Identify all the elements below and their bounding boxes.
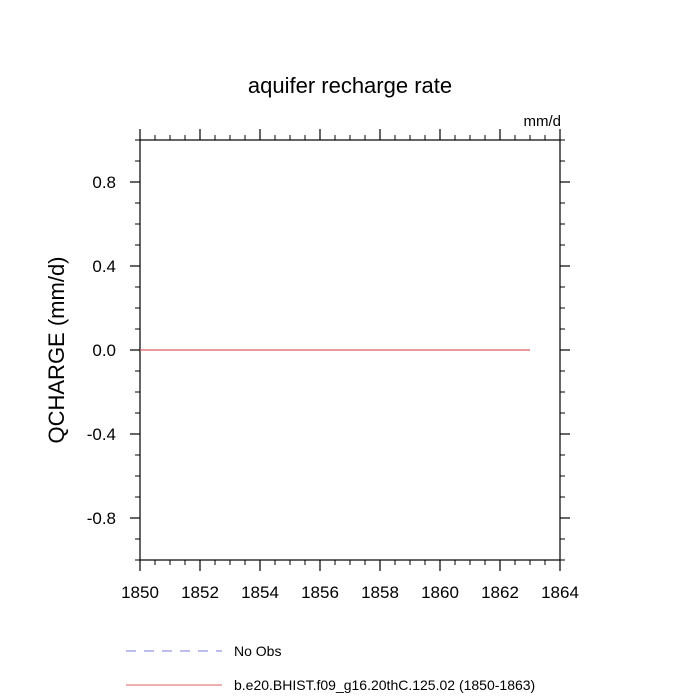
x-tick-label: 1854 [241, 583, 279, 602]
x-tick-label: 1856 [301, 583, 339, 602]
x-tick-label: 1864 [541, 583, 579, 602]
legend-label-no-obs: No Obs [234, 643, 281, 659]
x-tick-label: 1862 [481, 583, 519, 602]
y-ticks: 0.8 0.4 0.0 -0.4 -0.8 [87, 139, 570, 561]
y-tick-label: 0.0 [92, 341, 116, 360]
x-tick-label: 1860 [421, 583, 459, 602]
x-tick-label: 1850 [121, 583, 159, 602]
x-tick-label: 1852 [181, 583, 219, 602]
y-tick-label: 0.4 [92, 257, 116, 276]
legend: No Obs b.e20.BHIST.f09_g16.20thC.125.02 … [126, 643, 535, 693]
legend-label-model: b.e20.BHIST.f09_g16.20thC.125.02 (1850-1… [234, 677, 535, 693]
x-ticks: 1850 1852 1854 1856 1858 1860 1862 1864 [121, 129, 579, 602]
y-tick-label: -0.8 [87, 509, 116, 528]
y-tick-label: -0.4 [87, 425, 116, 444]
y-tick-label: 0.8 [92, 173, 116, 192]
units-label: mm/d [524, 113, 562, 130]
y-axis-label: QCHARGE (mm/d) [44, 257, 69, 444]
chart-title: aquifer recharge rate [248, 73, 452, 98]
x-tick-label: 1858 [361, 583, 399, 602]
